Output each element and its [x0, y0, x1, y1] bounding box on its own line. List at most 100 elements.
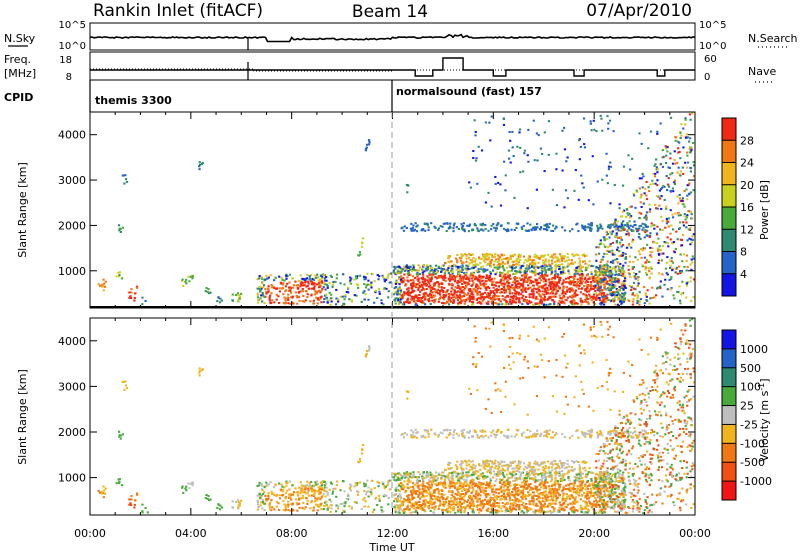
power-cell: [453, 264, 455, 266]
velocity-cell: [577, 485, 579, 487]
power-cell: [617, 220, 619, 222]
power-cell: [583, 143, 585, 145]
power-cell: [646, 226, 648, 228]
velocity-cell: [120, 438, 122, 440]
power-cell: [496, 291, 498, 293]
power-cell: [535, 302, 537, 304]
power-cell: [323, 298, 325, 300]
power-cell: [448, 272, 450, 274]
power-cell: [429, 285, 431, 287]
velocity-cell: [288, 488, 290, 490]
power-cell: [588, 264, 590, 266]
power-cell: [424, 303, 426, 305]
power-cell: [680, 271, 682, 273]
power-cell: [295, 291, 297, 293]
power-cell: [663, 284, 665, 286]
power-cell: [120, 231, 122, 233]
power-cell: [325, 280, 327, 282]
power-cell: [552, 292, 554, 294]
power-cell: [302, 288, 304, 290]
power-cell: [591, 299, 593, 301]
power-cell: [484, 292, 486, 294]
power-cell: [670, 288, 672, 290]
power-cell: [416, 269, 418, 271]
power-cell: [486, 253, 488, 255]
power-cell: [485, 283, 487, 285]
velocity-cell: [235, 501, 237, 503]
power-cell: [484, 280, 486, 282]
velocity-cell: [371, 480, 373, 482]
power-cell: [550, 273, 552, 275]
power-cell: [466, 258, 468, 260]
power-cell: [199, 164, 201, 166]
power-cell: [601, 268, 603, 270]
power-cell: [270, 292, 272, 294]
velocity-cell: [273, 486, 275, 488]
power-cell: [417, 300, 419, 302]
power-cell: [520, 293, 522, 295]
power-cell: [646, 300, 648, 302]
power-cell: [651, 287, 653, 289]
velocity-cell: [368, 345, 370, 347]
power-cell: [645, 214, 647, 216]
power-cell: [636, 293, 638, 295]
velocity-cell: [301, 489, 303, 491]
power-cell: [524, 150, 526, 152]
power-cell: [446, 223, 448, 225]
velocity-cell: [144, 507, 146, 509]
power-cell: [654, 175, 656, 177]
power-cell: [607, 182, 609, 184]
power-cell: [481, 149, 483, 151]
power-cell: [330, 275, 332, 277]
cpid-mode-1: themis 3300: [95, 94, 172, 107]
velocity-cell: [503, 496, 505, 498]
power-cell: [670, 238, 672, 240]
power-cell: [306, 274, 308, 276]
power-cell: [672, 216, 674, 218]
power-cell: [486, 303, 488, 305]
velocity-cell: [128, 498, 130, 500]
power-cell: [400, 275, 402, 277]
power-cell: [475, 131, 477, 133]
power-cell: [534, 262, 536, 264]
power-cell: [481, 300, 483, 302]
power-cell: [442, 277, 444, 279]
power-cell: [521, 303, 523, 305]
power-cell: [683, 253, 685, 255]
power-cell: [331, 300, 333, 302]
power-cell: [279, 287, 281, 289]
power-cell: [456, 261, 458, 263]
velocity-cell: [325, 483, 327, 485]
power-cell: [462, 276, 464, 278]
power-cell: [460, 223, 462, 225]
velocity-cell: [337, 508, 339, 510]
power-cell: [483, 254, 485, 256]
power-cell: [503, 161, 505, 163]
power-cell: [680, 123, 682, 125]
power-cell: [544, 296, 546, 298]
power-cell: [406, 276, 408, 278]
power-cell: [465, 261, 467, 263]
power-cell: [479, 282, 481, 284]
power-cell: [457, 266, 459, 268]
power-cell: [482, 256, 484, 258]
power-cell: [271, 286, 273, 288]
power-cell: [555, 226, 557, 228]
power-cell: [682, 173, 684, 175]
power-cell: [438, 301, 440, 303]
power-cell: [400, 301, 402, 303]
power-cell: [494, 260, 496, 262]
power-cell: [501, 288, 503, 290]
power-cell: [499, 256, 501, 258]
power-cell: [532, 259, 534, 261]
power-cell: [362, 237, 364, 239]
power-cell: [552, 230, 554, 232]
power-cell: [370, 286, 372, 288]
power-cell: [201, 163, 203, 165]
power-cell: [557, 304, 559, 306]
power-cell: [144, 300, 146, 302]
velocity-cell: [198, 374, 200, 376]
velocity-cell: [552, 494, 554, 496]
velocity-cell: [484, 499, 486, 501]
power-cell: [675, 231, 677, 233]
